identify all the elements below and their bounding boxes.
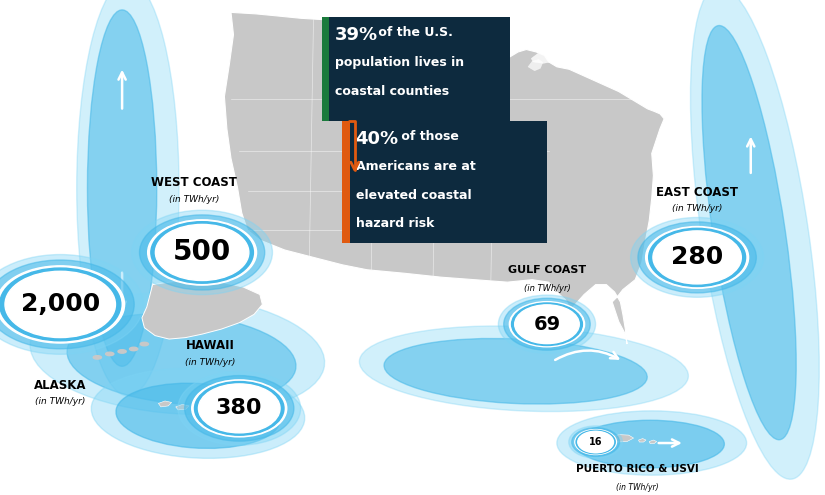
Circle shape [572,428,620,456]
Circle shape [646,227,748,288]
Text: 40%: 40% [356,130,398,148]
Text: (in TWh/yr): (in TWh/yr) [185,358,236,367]
Circle shape [512,303,582,346]
Circle shape [575,430,616,454]
Circle shape [498,295,596,353]
Text: 16: 16 [589,437,602,447]
Ellipse shape [576,420,724,468]
Ellipse shape [140,343,148,346]
Circle shape [0,260,134,349]
Circle shape [178,372,300,445]
Polygon shape [639,439,646,442]
Text: 380: 380 [216,398,262,418]
Ellipse shape [77,0,179,396]
Polygon shape [158,401,172,407]
Text: (in TWh/yr): (in TWh/yr) [672,204,723,213]
Text: 280: 280 [671,246,724,269]
Circle shape [648,228,746,287]
Text: ALASKA: ALASKA [34,379,87,392]
FancyBboxPatch shape [322,17,510,121]
Text: GULF COAST: GULF COAST [508,265,586,275]
Text: of those: of those [397,130,459,143]
Text: population lives in: population lives in [335,56,464,69]
Circle shape [576,430,615,454]
Polygon shape [142,280,262,339]
Circle shape [7,272,114,337]
Polygon shape [176,404,189,410]
Ellipse shape [106,352,114,355]
Ellipse shape [557,411,747,475]
Text: 500: 500 [173,239,231,266]
Circle shape [568,426,623,458]
Circle shape [0,254,144,354]
Circle shape [199,384,280,433]
FancyBboxPatch shape [342,121,350,243]
Ellipse shape [118,350,126,353]
Circle shape [148,220,257,285]
Circle shape [654,232,740,283]
Circle shape [155,224,249,281]
Text: Americans are at: Americans are at [356,160,475,173]
Text: elevated coastal: elevated coastal [356,189,471,201]
Circle shape [516,305,578,343]
Polygon shape [531,51,559,63]
Text: 69: 69 [534,315,560,334]
Polygon shape [528,59,543,71]
Circle shape [0,268,120,341]
Circle shape [578,431,614,453]
Ellipse shape [116,383,280,448]
Circle shape [132,210,272,295]
Text: (in TWh/yr): (in TWh/yr) [168,195,219,203]
Circle shape [139,215,265,290]
Circle shape [578,432,613,452]
Text: HAWAII: HAWAII [186,339,235,352]
Circle shape [653,231,742,284]
Polygon shape [193,407,203,412]
Circle shape [151,222,253,283]
Ellipse shape [87,10,157,366]
FancyBboxPatch shape [322,17,329,121]
Text: of the U.S.: of the U.S. [374,26,453,39]
Text: coastal counties: coastal counties [335,85,449,98]
Ellipse shape [92,368,304,458]
Polygon shape [649,440,657,444]
Circle shape [504,298,590,350]
Text: (in TWh/yr): (in TWh/yr) [616,483,659,492]
Ellipse shape [67,313,296,404]
Text: hazard risk: hazard risk [356,217,434,230]
Polygon shape [224,12,664,344]
Text: (in TWh/yr): (in TWh/yr) [524,284,570,293]
Ellipse shape [130,347,138,350]
Text: 39%: 39% [335,26,378,44]
Ellipse shape [93,355,101,359]
Circle shape [638,222,757,293]
Polygon shape [224,412,242,420]
Circle shape [200,385,279,432]
Ellipse shape [702,26,796,440]
Circle shape [5,271,116,338]
Circle shape [195,382,284,435]
Text: EAST COAST: EAST COAST [656,186,738,198]
Circle shape [630,217,764,297]
Circle shape [185,376,294,441]
Circle shape [157,225,248,280]
Circle shape [191,380,287,437]
Text: (in TWh/yr): (in TWh/yr) [35,397,86,406]
Text: WEST COAST: WEST COAST [151,176,237,189]
Polygon shape [610,435,634,442]
Text: PUERTO RICO & USVI: PUERTO RICO & USVI [577,464,699,474]
Ellipse shape [691,0,819,479]
Ellipse shape [360,326,688,411]
Ellipse shape [384,339,647,404]
FancyBboxPatch shape [342,121,547,243]
Ellipse shape [31,294,324,414]
Circle shape [0,266,125,343]
Text: 2,000: 2,000 [21,293,100,316]
Polygon shape [207,409,220,415]
Circle shape [515,305,579,344]
Circle shape [509,301,585,347]
